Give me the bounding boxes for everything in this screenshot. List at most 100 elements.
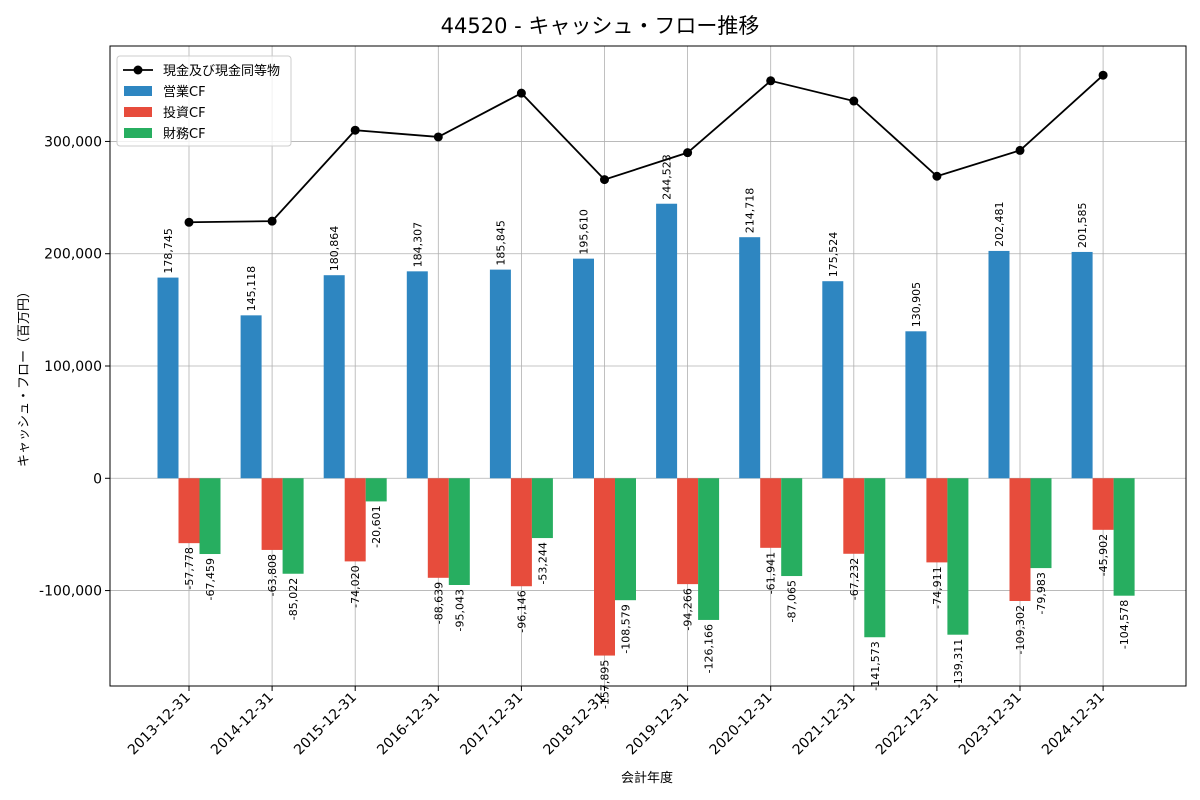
bar-value-label: 244,523: [661, 154, 674, 200]
bar: [282, 478, 304, 574]
x-tick-label: 2018-12-31: [540, 690, 609, 759]
bar-value-label: -53,244: [536, 542, 549, 584]
bar-value-label: -61,941: [765, 552, 778, 594]
bar: [988, 250, 1010, 479]
x-tick-label: 2023-12-31: [956, 690, 1025, 759]
bar-value-label: -126,166: [703, 624, 716, 673]
cash-point: [932, 171, 942, 181]
bar-value-label: 184,307: [411, 222, 424, 268]
bar-value-label: -139,311: [952, 639, 965, 688]
bar: [261, 478, 283, 550]
cash-point: [600, 175, 609, 185]
bar-value-label: -157,895: [599, 660, 612, 709]
bars-layer: [157, 203, 1135, 656]
bar-value-label: -74,911: [931, 566, 944, 608]
bar: [1092, 478, 1114, 530]
bar-value-label: -96,146: [515, 590, 528, 632]
legend-label: 投資CF: [163, 105, 206, 121]
y-tick-label: 300,000: [44, 134, 102, 150]
legend-marker: [133, 65, 143, 75]
bar: [240, 315, 262, 479]
bar: [677, 478, 699, 585]
bar: [489, 269, 511, 479]
legend-label: 財務CF: [163, 127, 206, 142]
bar-value-label: 130,905: [910, 282, 923, 328]
x-tick-label: 2014-12-31: [208, 690, 277, 759]
cash-point: [683, 148, 693, 158]
cash-point: [267, 216, 277, 226]
bar: [656, 203, 678, 479]
bar-value-label: 175,524: [827, 232, 840, 278]
bar-value-label: -57,778: [183, 547, 196, 589]
bar-value-label: -67,459: [204, 558, 217, 600]
cash-line-layer: [184, 70, 1108, 227]
cash-point: [849, 96, 859, 106]
y-axis: -100,000 0 100,000 200,000 300,000: [39, 134, 110, 600]
x-tick-label: 2019-12-31: [624, 690, 693, 759]
bar-value-label: -79,983: [1035, 572, 1048, 614]
bar-value-label: -94,266: [682, 588, 695, 630]
x-tick-label: 2017-12-31: [457, 690, 526, 759]
bar: [1009, 478, 1031, 602]
bar-value-label: -108,579: [620, 604, 633, 653]
bar-value-label: 195,610: [578, 209, 591, 255]
bar-value-label: 202,481: [993, 201, 1006, 247]
cash-line: [188, 74, 1104, 224]
cash-point: [766, 76, 776, 86]
bar: [427, 478, 449, 578]
bar: [531, 478, 553, 539]
bar-value-label: -87,065: [786, 580, 799, 622]
legend-label: 営業CF: [163, 84, 206, 100]
x-axis-title: 会計年度: [621, 770, 673, 786]
bar: [760, 478, 782, 548]
bar: [926, 478, 948, 563]
bar-value-label: -85,022: [287, 578, 300, 620]
chart-title: 44520 - キャッシュ・フロー推移: [441, 14, 760, 38]
bar: [178, 478, 200, 544]
bar: [510, 478, 532, 587]
y-tick-label: 200,000: [44, 247, 102, 263]
bar: [864, 478, 886, 638]
bar: [739, 237, 761, 479]
x-tick-label: 2015-12-31: [291, 690, 360, 759]
bar: [781, 478, 803, 577]
legend-swatch: [124, 128, 152, 138]
legend-swatch: [124, 107, 152, 117]
bar: [1071, 251, 1093, 479]
bar-value-label: 185,845: [494, 220, 507, 266]
bar: [1030, 478, 1052, 569]
cash-point: [350, 125, 360, 135]
bar: [344, 478, 366, 562]
bar-value-label: -109,302: [1014, 605, 1027, 654]
y-tick-label: 100,000: [44, 359, 102, 375]
bar-value-label: 178,745: [162, 228, 175, 274]
bar-value-label: -20,601: [370, 505, 383, 547]
cash-point: [1015, 145, 1025, 155]
legend-box: [116, 55, 292, 147]
legend-label: 現金及び現金同等物: [163, 63, 280, 79]
bar: [365, 478, 387, 502]
y-tick-label: 0: [93, 471, 102, 487]
cash-point: [516, 88, 526, 98]
bar: [594, 478, 615, 656]
x-tick-label: 2013-12-31: [125, 690, 194, 759]
bar: [323, 275, 345, 479]
bar: [843, 478, 865, 554]
x-tick-label: 2022-12-31: [873, 690, 942, 759]
x-tick-label: 2021-12-31: [790, 690, 859, 759]
bar: [698, 478, 720, 620]
bar: [157, 277, 179, 479]
bar: [615, 478, 636, 601]
bar-value-label: -45,902: [1097, 534, 1110, 576]
x-tick-label: 2024-12-31: [1039, 690, 1108, 759]
x-tick-label: 2020-12-31: [707, 690, 776, 759]
bar-value-label: 180,864: [328, 226, 341, 272]
bar-value-label: -95,043: [453, 589, 466, 631]
cash-point: [433, 132, 443, 142]
bar: [199, 478, 221, 555]
bar-value-label: -141,573: [869, 641, 882, 690]
bar: [947, 478, 969, 635]
bar-value-label: 145,118: [245, 266, 258, 312]
